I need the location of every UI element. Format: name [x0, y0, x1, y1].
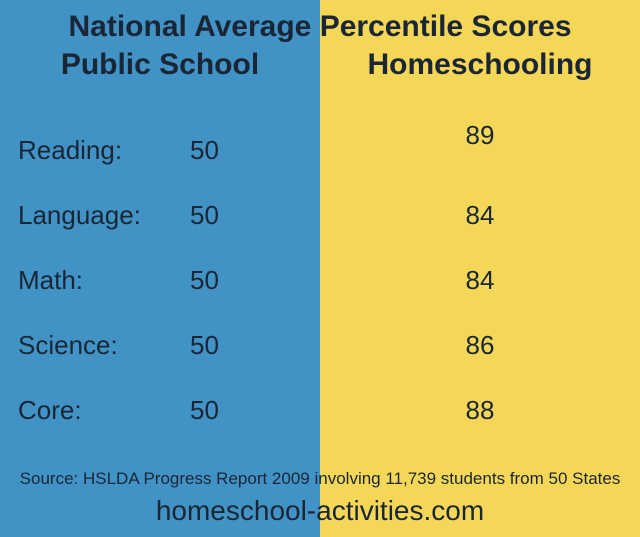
- homeschool-score: 84: [320, 265, 640, 296]
- main-title: National Average Percentile Scores: [0, 10, 640, 44]
- public-score: 50: [190, 265, 219, 296]
- public-score: 50: [190, 330, 219, 361]
- row-label: Science:: [18, 330, 118, 361]
- row-label: Core:: [18, 395, 82, 426]
- column-header-public: Public School: [0, 48, 320, 82]
- public-score: 50: [190, 135, 219, 166]
- footer-text: homeschool-activities.com: [0, 495, 640, 527]
- homeschool-score: 86: [320, 330, 640, 361]
- public-score: 50: [190, 395, 219, 426]
- row-label: Language:: [18, 200, 141, 231]
- column-header-homeschool: Homeschooling: [320, 48, 640, 82]
- public-score: 50: [190, 200, 219, 231]
- homeschool-score: 84: [320, 200, 640, 231]
- comparison-infographic: National Average Percentile Scores Publi…: [0, 0, 640, 537]
- row-label: Reading:: [18, 135, 122, 166]
- source-text: Source: HSLDA Progress Report 2009 invol…: [0, 469, 640, 489]
- homeschool-score: 89: [320, 120, 640, 151]
- row-label: Math:: [18, 265, 83, 296]
- homeschool-score: 88: [320, 395, 640, 426]
